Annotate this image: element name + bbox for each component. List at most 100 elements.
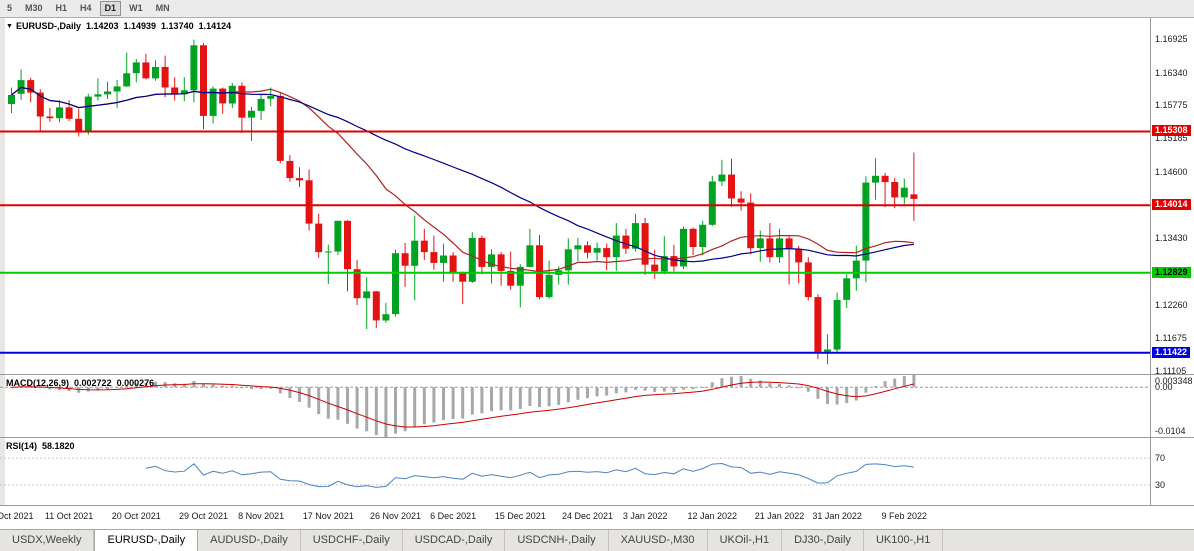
bottom-tab-dj30-daily[interactable]: DJ30-,Daily <box>782 530 864 551</box>
timeframe-button-m30[interactable]: M30 <box>20 1 48 16</box>
bottom-tab-xauusd-m30[interactable]: XAUUSD-,M30 <box>609 530 708 551</box>
bottom-tab-usdcnh-daily[interactable]: USDCNH-,Daily <box>505 530 609 551</box>
candle <box>132 59 140 83</box>
candle <box>84 93 92 135</box>
candle <box>680 226 687 270</box>
candle <box>17 69 25 100</box>
candle <box>46 108 54 122</box>
macd-indicator-canvas[interactable] <box>0 375 1150 437</box>
bottom-tab-eurusd-daily[interactable]: EURUSD-,Daily <box>94 530 199 551</box>
candle <box>708 175 716 226</box>
price-chart-canvas[interactable] <box>0 18 1150 374</box>
macd-histogram-bar <box>96 387 100 391</box>
bottom-tab-usdx-weekly[interactable]: USDX,Weekly <box>0 530 95 551</box>
timeframe-button-h4[interactable]: H4 <box>75 1 97 16</box>
candle <box>862 176 870 283</box>
candle <box>420 228 428 261</box>
date-label: 21 Jan 2022 <box>754 511 805 521</box>
pane-separator[interactable] <box>0 437 1194 438</box>
candle <box>113 80 121 108</box>
macd-histogram-bar <box>778 384 781 388</box>
symbol-label: EURUSD-,Daily <box>15 21 81 31</box>
bottom-tab-usdcad-daily[interactable]: USDCAD-,Daily <box>403 530 506 551</box>
macd-histogram-bar <box>893 378 897 388</box>
symbol-dropdown-icon: ▼ <box>6 22 13 30</box>
candle <box>689 227 697 255</box>
timeframe-toolbar: 5 M30 H1 H4 D1 W1 MN <box>0 0 1194 18</box>
macd-histogram-bar <box>662 387 666 392</box>
candle <box>872 158 879 200</box>
macd-histogram-bar <box>77 387 81 393</box>
candle <box>488 249 495 284</box>
ohlc-high: 1.14939 <box>123 21 157 31</box>
bottom-tab-ukoil-h1[interactable]: UKOil-,H1 <box>708 530 783 551</box>
date-axis[interactable]: 1 Oct 2021 11 Oct 2021 20 Oct 2021 29 Oct 2… <box>0 506 1150 529</box>
candle <box>574 237 582 262</box>
macd-histogram-bar <box>499 387 503 411</box>
candle <box>305 169 313 231</box>
bottom-tab-audusd-daily[interactable]: AUDUSD-,Daily <box>198 530 301 551</box>
bottom-tab-uk100-h1[interactable]: UK100-,H1 <box>864 530 944 551</box>
candle <box>238 82 246 134</box>
candle <box>190 39 198 103</box>
macd-histogram-bar <box>250 387 253 389</box>
macd-histogram-bar <box>58 387 61 390</box>
macd-histogram-bar <box>509 387 513 411</box>
bottom-tab-usdchf-daily[interactable]: USDCHF-,Daily <box>301 530 403 551</box>
macd-histogram-bar <box>797 387 801 389</box>
timeframe-button-5[interactable]: 5 <box>2 1 17 16</box>
price-badge-1.11422: 1.11422 <box>1152 346 1191 358</box>
candle <box>440 243 447 282</box>
macd-histogram-bar <box>211 384 215 388</box>
timeframe-button-h1[interactable]: H1 <box>51 1 73 16</box>
macd-histogram-bar <box>374 387 378 436</box>
macd-histogram-bar <box>240 387 244 389</box>
candle <box>593 242 601 261</box>
candle <box>228 82 236 108</box>
candle <box>516 264 524 308</box>
timeframe-button-d1[interactable]: D1 <box>99 1 122 16</box>
candle <box>430 235 438 270</box>
candle <box>161 55 169 98</box>
timeframe-button-mn[interactable]: MN <box>151 1 175 16</box>
price-axis[interactable]: 1.16925 1.16340 1.15775 1.15185 1.14600 1.134… <box>1150 18 1194 506</box>
macd-histogram-bar <box>38 387 42 389</box>
macd-histogram-bar <box>816 387 820 399</box>
candle <box>718 159 726 186</box>
price-tick: 1.16340 <box>1155 67 1188 78</box>
macd-histogram-bar <box>461 387 465 419</box>
candle <box>910 152 918 221</box>
date-label: 29 Oct 2021 <box>178 511 229 521</box>
macd-histogram-bar <box>269 387 273 389</box>
pane-separator[interactable] <box>0 374 1194 375</box>
price-badge-1.14014: 1.14014 <box>1152 199 1191 211</box>
candle <box>142 53 150 80</box>
macd-histogram-bar <box>739 376 743 388</box>
timeframe-button-w1[interactable]: W1 <box>124 1 148 16</box>
candle <box>843 274 851 308</box>
macd-histogram-bar <box>586 387 589 399</box>
rsi-pane-title: RSI(14) 58.1820 <box>6 441 75 451</box>
macd-histogram-bar <box>451 387 455 419</box>
date-label: 1 Oct 2021 <box>0 511 34 521</box>
macd-histogram-bar <box>902 376 906 388</box>
candle <box>747 193 755 255</box>
candle <box>660 236 668 275</box>
macd-histogram-bar <box>355 387 359 429</box>
date-label: 6 Dec 2021 <box>430 511 477 521</box>
rsi-axis-30: 30 <box>1155 479 1166 490</box>
macd-histogram-bar <box>557 387 561 405</box>
candle <box>699 220 707 256</box>
candle <box>814 294 822 360</box>
candle <box>315 213 323 258</box>
macd-histogram-bar <box>365 387 369 432</box>
date-label: 24 Dec 2021 <box>561 511 614 521</box>
macd-histogram-bar <box>48 387 52 390</box>
pane-separator[interactable] <box>0 505 1194 506</box>
macd-histogram-bar <box>413 387 417 428</box>
macd-histogram-bar <box>422 387 426 425</box>
macd-histogram-bar <box>614 387 618 394</box>
rsi-indicator-canvas[interactable] <box>0 438 1150 505</box>
date-label: 26 Nov 2021 <box>369 511 422 521</box>
